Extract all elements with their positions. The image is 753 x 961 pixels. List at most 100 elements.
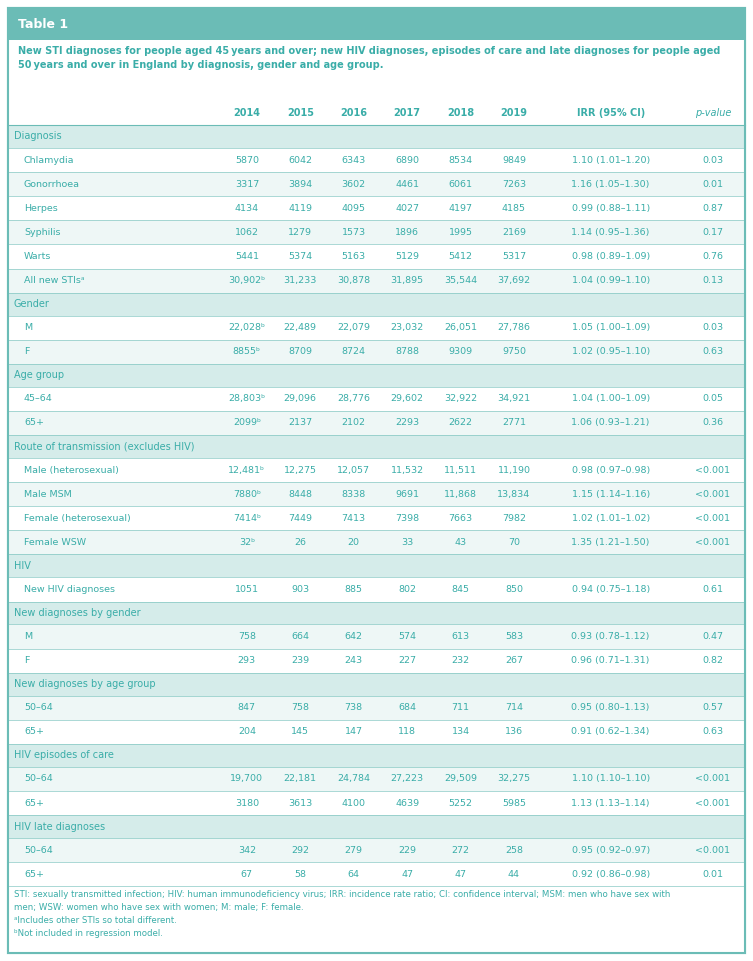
- Text: 232: 232: [452, 656, 470, 665]
- Text: 1.06 (0.93–1.21): 1.06 (0.93–1.21): [572, 418, 650, 428]
- Text: 47: 47: [455, 870, 467, 878]
- Bar: [8, 8, 745, 40]
- Text: IRR (95% CI): IRR (95% CI): [577, 108, 645, 117]
- Bar: [8, 364, 745, 386]
- Text: p-value: p-value: [694, 108, 731, 117]
- Text: Table 1: Table 1: [18, 17, 68, 31]
- Text: 47: 47: [401, 870, 413, 878]
- Text: 65+: 65+: [24, 799, 44, 807]
- Text: Herpes: Herpes: [24, 204, 58, 212]
- Text: 45–64: 45–64: [24, 394, 53, 404]
- Text: 8709: 8709: [288, 347, 312, 357]
- Bar: [8, 40, 745, 100]
- Text: 7663: 7663: [449, 514, 473, 523]
- Text: 1.13 (1.13–1.14): 1.13 (1.13–1.14): [572, 799, 650, 807]
- Text: 4197: 4197: [449, 204, 473, 212]
- Text: Route of transmission (excludes HIV): Route of transmission (excludes HIV): [14, 441, 194, 452]
- Text: <0.001: <0.001: [695, 465, 730, 475]
- Text: 574: 574: [398, 632, 416, 641]
- Text: 342: 342: [238, 846, 256, 854]
- Text: 1995: 1995: [449, 228, 473, 236]
- Text: 684: 684: [398, 703, 416, 712]
- Text: STI: sexually transmitted infection; HIV: human immunodeficiency virus; IRR: inc: STI: sexually transmitted infection; HIV…: [14, 890, 670, 938]
- Text: 714: 714: [505, 703, 523, 712]
- Text: 0.01: 0.01: [703, 870, 724, 878]
- Text: 6343: 6343: [342, 156, 366, 164]
- Text: 1.04 (1.00–1.09): 1.04 (1.00–1.09): [572, 394, 650, 404]
- Bar: [8, 100, 745, 125]
- Text: 1.14 (0.95–1.36): 1.14 (0.95–1.36): [572, 228, 650, 236]
- Text: Diagnosis: Diagnosis: [14, 132, 62, 141]
- Text: 0.03: 0.03: [703, 323, 724, 333]
- Text: 0.95 (0.92–0.97): 0.95 (0.92–0.97): [572, 846, 650, 854]
- Bar: [8, 268, 745, 293]
- Bar: [8, 649, 745, 673]
- Text: 5374: 5374: [288, 252, 312, 261]
- Text: 70: 70: [508, 538, 520, 547]
- Bar: [8, 196, 745, 220]
- Text: 1896: 1896: [395, 228, 419, 236]
- Text: 35,544: 35,544: [444, 276, 477, 285]
- Text: 31,233: 31,233: [284, 276, 317, 285]
- Text: 7413: 7413: [342, 514, 366, 523]
- Bar: [8, 172, 745, 196]
- Text: 4119: 4119: [288, 204, 312, 212]
- Text: 847: 847: [238, 703, 256, 712]
- Bar: [8, 340, 745, 364]
- Text: Male MSM: Male MSM: [24, 490, 72, 499]
- Text: 28,803ᵇ: 28,803ᵇ: [228, 394, 265, 404]
- Bar: [8, 244, 745, 268]
- Text: 258: 258: [505, 846, 523, 854]
- Text: 5985: 5985: [502, 799, 526, 807]
- Text: 134: 134: [452, 727, 470, 736]
- Text: Female WSW: Female WSW: [24, 538, 86, 547]
- Text: 29,096: 29,096: [284, 394, 317, 404]
- Text: 5129: 5129: [395, 252, 419, 261]
- Text: 29,509: 29,509: [444, 775, 477, 783]
- Text: Male (heterosexual): Male (heterosexual): [24, 465, 119, 475]
- Text: 5870: 5870: [235, 156, 259, 164]
- Text: 13,834: 13,834: [498, 490, 531, 499]
- Text: New diagnoses by gender: New diagnoses by gender: [14, 608, 141, 618]
- Bar: [8, 554, 745, 578]
- Text: 0.47: 0.47: [703, 632, 724, 641]
- Text: 9691: 9691: [395, 490, 419, 499]
- Bar: [8, 482, 745, 506]
- Text: 2102: 2102: [342, 418, 366, 428]
- Text: 2137: 2137: [288, 418, 312, 428]
- Text: 27,786: 27,786: [498, 323, 531, 333]
- Text: 2015: 2015: [287, 108, 314, 117]
- Bar: [8, 720, 745, 744]
- Bar: [8, 148, 745, 172]
- Text: 9849: 9849: [502, 156, 526, 164]
- Text: 37,692: 37,692: [498, 276, 531, 285]
- Text: 27,223: 27,223: [391, 775, 424, 783]
- Text: 65+: 65+: [24, 418, 44, 428]
- Text: 7398: 7398: [395, 514, 419, 523]
- Text: <0.001: <0.001: [695, 514, 730, 523]
- Text: All new STIsᵃ: All new STIsᵃ: [24, 276, 84, 285]
- Text: <0.001: <0.001: [695, 775, 730, 783]
- Text: 3180: 3180: [235, 799, 259, 807]
- Text: 50–64: 50–64: [24, 775, 53, 783]
- Bar: [8, 625, 745, 649]
- Text: 758: 758: [238, 632, 256, 641]
- Text: <0.001: <0.001: [695, 846, 730, 854]
- Text: Age group: Age group: [14, 370, 64, 381]
- Text: 0.94 (0.75–1.18): 0.94 (0.75–1.18): [572, 585, 650, 594]
- Text: Syphilis: Syphilis: [24, 228, 60, 236]
- Text: 8724: 8724: [342, 347, 366, 357]
- Text: 227: 227: [398, 656, 416, 665]
- Text: 0.61: 0.61: [703, 585, 724, 594]
- Text: 1.16 (1.05–1.30): 1.16 (1.05–1.30): [572, 180, 650, 188]
- Text: F: F: [24, 347, 29, 357]
- Text: 2014: 2014: [233, 108, 261, 117]
- Bar: [8, 767, 745, 791]
- Text: 2018: 2018: [447, 108, 474, 117]
- Text: 8534: 8534: [449, 156, 473, 164]
- Text: 5252: 5252: [449, 799, 473, 807]
- Text: 11,532: 11,532: [391, 465, 424, 475]
- Text: 65+: 65+: [24, 727, 44, 736]
- Text: Gender: Gender: [14, 299, 50, 309]
- Bar: [8, 791, 745, 815]
